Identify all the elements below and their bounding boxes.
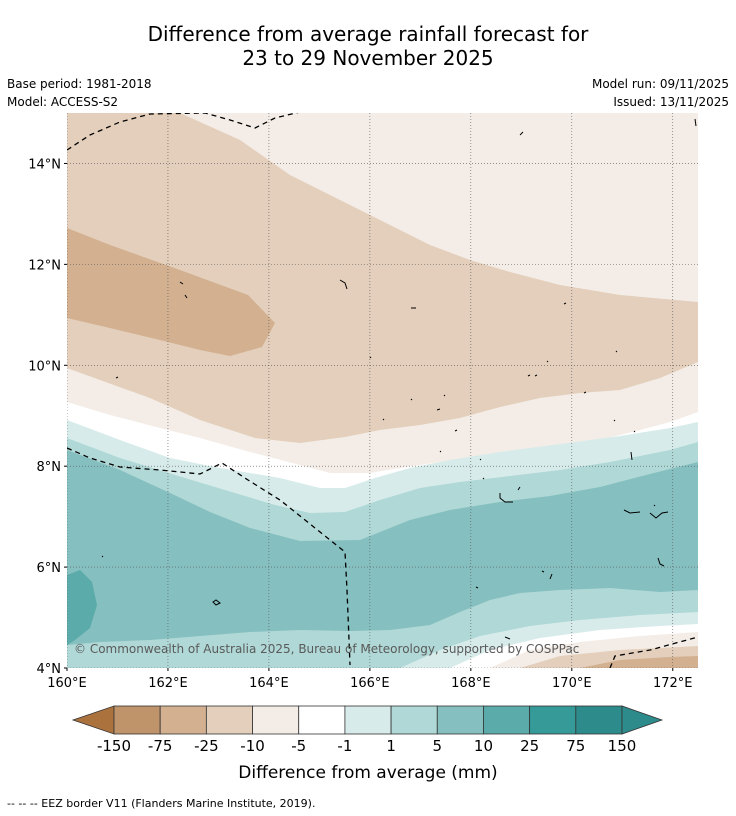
island bbox=[694, 118, 697, 127]
meta-left: Base period: 1981-2018 Model: ACCESS-S2 bbox=[7, 75, 152, 111]
island bbox=[527, 360, 549, 377]
island bbox=[653, 504, 665, 567]
band-minus10-to-minus5 bbox=[67, 113, 698, 443]
eez-border-south bbox=[67, 447, 351, 666]
eez-border-north bbox=[67, 113, 299, 151]
base-period: Base period: 1981-2018 bbox=[7, 77, 152, 91]
y-tick-label: 14°N bbox=[28, 157, 61, 172]
colorbar-label: Difference from average (mm) bbox=[238, 763, 497, 783]
x-tick-label: 172°E bbox=[653, 676, 693, 691]
band-minus25-to-minus10 bbox=[67, 228, 275, 356]
island bbox=[212, 599, 221, 606]
lower-band-minus25-to-minus10 bbox=[580, 656, 698, 668]
map-area: © Commonwealth of Australia 2025, Bureau… bbox=[67, 113, 698, 668]
island bbox=[504, 636, 511, 640]
island bbox=[475, 570, 553, 589]
colorbar-swatch bbox=[298, 705, 346, 735]
title-line-1: Difference from average rainfall forecas… bbox=[147, 22, 589, 46]
island bbox=[439, 450, 633, 461]
island bbox=[583, 350, 618, 394]
colorbar-tick-label: -25 bbox=[194, 737, 219, 755]
colorbar-swatch bbox=[483, 705, 531, 735]
colorbar-extend-low bbox=[71, 705, 115, 735]
island bbox=[623, 509, 669, 519]
chart-title: Difference from average rainfall forecas… bbox=[0, 22, 736, 70]
colorbar-swatch bbox=[390, 705, 438, 735]
island bbox=[563, 302, 567, 305]
x-tick-label: 166°E bbox=[350, 676, 390, 691]
colorbar-tick-label: -10 bbox=[240, 737, 265, 755]
copyright-text: © Commonwealth of Australia 2025, Bureau… bbox=[74, 642, 579, 656]
eez-footnote: -- -- -- EEZ border V11 (Flanders Marine… bbox=[7, 797, 316, 810]
colorbar-tick-label: -1 bbox=[337, 737, 352, 755]
x-tick-label: 164°E bbox=[249, 676, 289, 691]
island bbox=[519, 131, 524, 136]
issued-date: Issued: 13/11/2025 bbox=[613, 95, 729, 109]
colorbar-swatch bbox=[436, 705, 484, 735]
colorbar-extend-high bbox=[621, 705, 664, 735]
model-name: Model: ACCESS-S2 bbox=[7, 95, 119, 109]
colorbar-swatch bbox=[113, 705, 161, 735]
island bbox=[339, 279, 348, 290]
island bbox=[115, 376, 119, 379]
colorbar-swatch bbox=[252, 705, 300, 735]
colorbar-swatch bbox=[344, 705, 392, 735]
islands bbox=[101, 118, 697, 640]
x-tick-label: 170°E bbox=[552, 676, 592, 691]
colorbar-tick-label: 1 bbox=[386, 737, 396, 755]
island bbox=[101, 555, 104, 558]
x-tick-label: 162°E bbox=[148, 676, 188, 691]
band-plus10-to-plus25 bbox=[67, 450, 698, 645]
island bbox=[369, 356, 372, 359]
island bbox=[179, 281, 188, 299]
meta-right: Model run: 09/11/2025 Issued: 13/11/2025 bbox=[592, 75, 729, 111]
y-axis: 4°N 6°N 8°N 10°N 12°N 14°N bbox=[28, 157, 67, 677]
colorbar-swatch bbox=[575, 705, 623, 735]
model-run: Model run: 09/11/2025 bbox=[591, 77, 729, 91]
colorbar: -150 -75 -25 -10 -5 -1 1 5 10 25 75 150 bbox=[71, 705, 664, 755]
colorbar-tick-label: -5 bbox=[291, 737, 306, 755]
y-tick-label: 8°N bbox=[37, 460, 62, 475]
x-axis: 160°E 162°E 164°E 166°E 168°E 170°E 172°E bbox=[47, 668, 693, 691]
island bbox=[499, 486, 521, 503]
colorbar-tick-label: -75 bbox=[148, 737, 173, 755]
colorbar-swatch bbox=[529, 705, 577, 735]
colorbar-swatch bbox=[159, 705, 207, 735]
y-tick-label: 12°N bbox=[28, 258, 61, 273]
y-tick-label: 4°N bbox=[37, 662, 62, 677]
title-line-2: 23 to 29 November 2025 bbox=[242, 46, 494, 70]
eez-border-southeast bbox=[609, 636, 698, 668]
y-tick-label: 10°N bbox=[28, 359, 61, 374]
colorbar-swatch bbox=[205, 705, 253, 735]
colorbar-tick-label: -150 bbox=[97, 737, 131, 755]
island bbox=[454, 419, 636, 433]
x-tick-label: 168°E bbox=[451, 676, 491, 691]
colorbar-tick-label: 75 bbox=[566, 737, 585, 755]
island bbox=[382, 394, 446, 421]
y-tick-label: 6°N bbox=[37, 561, 62, 576]
colorbar-tick-label: 150 bbox=[608, 737, 637, 755]
island bbox=[479, 458, 485, 480]
x-tick-label: 160°E bbox=[47, 676, 87, 691]
colorbar-tick-label: 10 bbox=[474, 737, 493, 755]
band-plus25-to-plus75 bbox=[67, 570, 97, 645]
colorbar-tick-label: 5 bbox=[432, 737, 442, 755]
gridlines bbox=[67, 113, 698, 668]
colorbar-tick-label: 25 bbox=[520, 737, 539, 755]
